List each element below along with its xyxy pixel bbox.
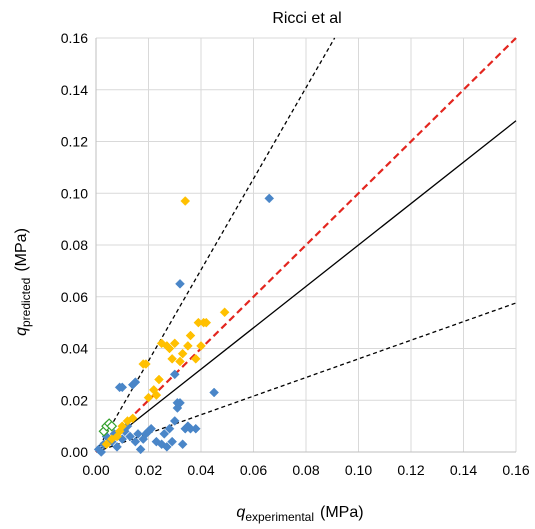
- x-tick-label: 0.00: [82, 462, 109, 478]
- x-axis-label-var: q: [236, 504, 245, 521]
- data-point-series-0: [130, 436, 141, 447]
- data-point-series-1: [167, 353, 177, 364]
- data-point-series-0: [175, 397, 185, 408]
- data-point-series-0: [169, 369, 180, 380]
- data-point-series-1: [143, 392, 154, 403]
- y-axis-label-var: q: [13, 327, 30, 336]
- x-tick-label: 0.12: [397, 462, 424, 478]
- data-point-series-0: [209, 387, 219, 398]
- y-axis-label-unit: (MPa): [13, 228, 30, 272]
- data-point-series-1: [154, 374, 164, 385]
- data-point-series-0: [264, 193, 275, 204]
- y-tick-label: 0.04: [61, 341, 88, 357]
- data-point-series-1: [127, 413, 138, 424]
- y-tick-label: 0.14: [61, 82, 88, 98]
- data-point-series-0: [146, 423, 156, 434]
- data-point-series-2: [106, 420, 118, 432]
- y-tick-label: 0.00: [61, 444, 88, 460]
- data-point-series-1: [177, 348, 188, 359]
- y-tick-label: 0.02: [61, 392, 88, 408]
- data-point-series-1: [151, 390, 162, 400]
- data-point-series-0: [175, 278, 185, 289]
- data-point-series-0: [159, 429, 170, 439]
- data-point-series-0: [177, 439, 188, 450]
- y-tick-label: 0.06: [61, 289, 88, 305]
- data-point-series-0: [96, 447, 107, 457]
- x-tick-label: 0.04: [187, 462, 214, 478]
- data-point-series-0: [190, 423, 201, 434]
- data-point-series-1: [101, 439, 112, 450]
- data-point-series-0: [112, 441, 122, 452]
- reference-line-2: [95, 302, 517, 453]
- x-tick-label: 0.14: [450, 462, 477, 478]
- data-point-series-1: [196, 341, 206, 351]
- data-point-series-0: [117, 382, 128, 393]
- data-point-series-1: [183, 341, 193, 351]
- x-tick-label: 0.06: [240, 462, 267, 478]
- data-point-series-0: [169, 416, 180, 426]
- data-point-series-0: [130, 377, 141, 387]
- data-point-series-1: [117, 421, 128, 431]
- data-point-series-1: [201, 317, 212, 328]
- x-tick-label: 0.08: [292, 462, 319, 478]
- y-axis-label-sub: predicted: [19, 278, 33, 327]
- x-tick-labels: 0.00 0.02 0.04 0.06 0.08 0.10 0.12 0.14 0.16: [82, 462, 529, 478]
- data-point-series-1: [180, 196, 191, 206]
- x-tick-label: 0.16: [502, 462, 529, 478]
- y-tick-label: 0.16: [61, 30, 88, 46]
- x-tick-label: 0.10: [345, 462, 372, 478]
- plot-frame: [95, 38, 516, 453]
- reference-line-0: [95, 120, 517, 453]
- data-point-series-1: [169, 338, 180, 349]
- x-axis-label-sub: experimental: [245, 510, 314, 524]
- y-tick-label: 0.08: [61, 237, 88, 253]
- chart-title: Ricci et al: [272, 10, 341, 27]
- y-tick-labels: 0.00 0.02 0.04 0.06 0.08 0.10 0.12 0.14 0.16: [61, 30, 88, 460]
- x-axis-label: qexperimental (MPa): [236, 504, 363, 524]
- data-point-series-0: [164, 423, 175, 434]
- data-point-series-0: [125, 431, 135, 442]
- data-point-series-0: [135, 444, 146, 455]
- y-axis-label: qpredicted (MPa): [13, 228, 33, 336]
- data-point-series-1: [185, 330, 196, 341]
- data-point-series-1: [164, 343, 175, 354]
- data-point-series-1: [175, 356, 185, 367]
- y-tick-label: 0.10: [61, 185, 88, 201]
- x-tick-label: 0.02: [135, 462, 162, 478]
- data-point-series-1: [141, 359, 151, 369]
- data-point-series-0: [133, 429, 143, 439]
- data-points: [93, 193, 275, 457]
- data-point-series-0: [162, 441, 172, 452]
- data-point-series-0: [167, 436, 177, 447]
- data-point-series-1: [190, 353, 201, 364]
- x-axis-label-unit: (MPa): [320, 504, 364, 521]
- data-point-series-1: [219, 307, 230, 318]
- y-tick-label: 0.12: [61, 134, 88, 150]
